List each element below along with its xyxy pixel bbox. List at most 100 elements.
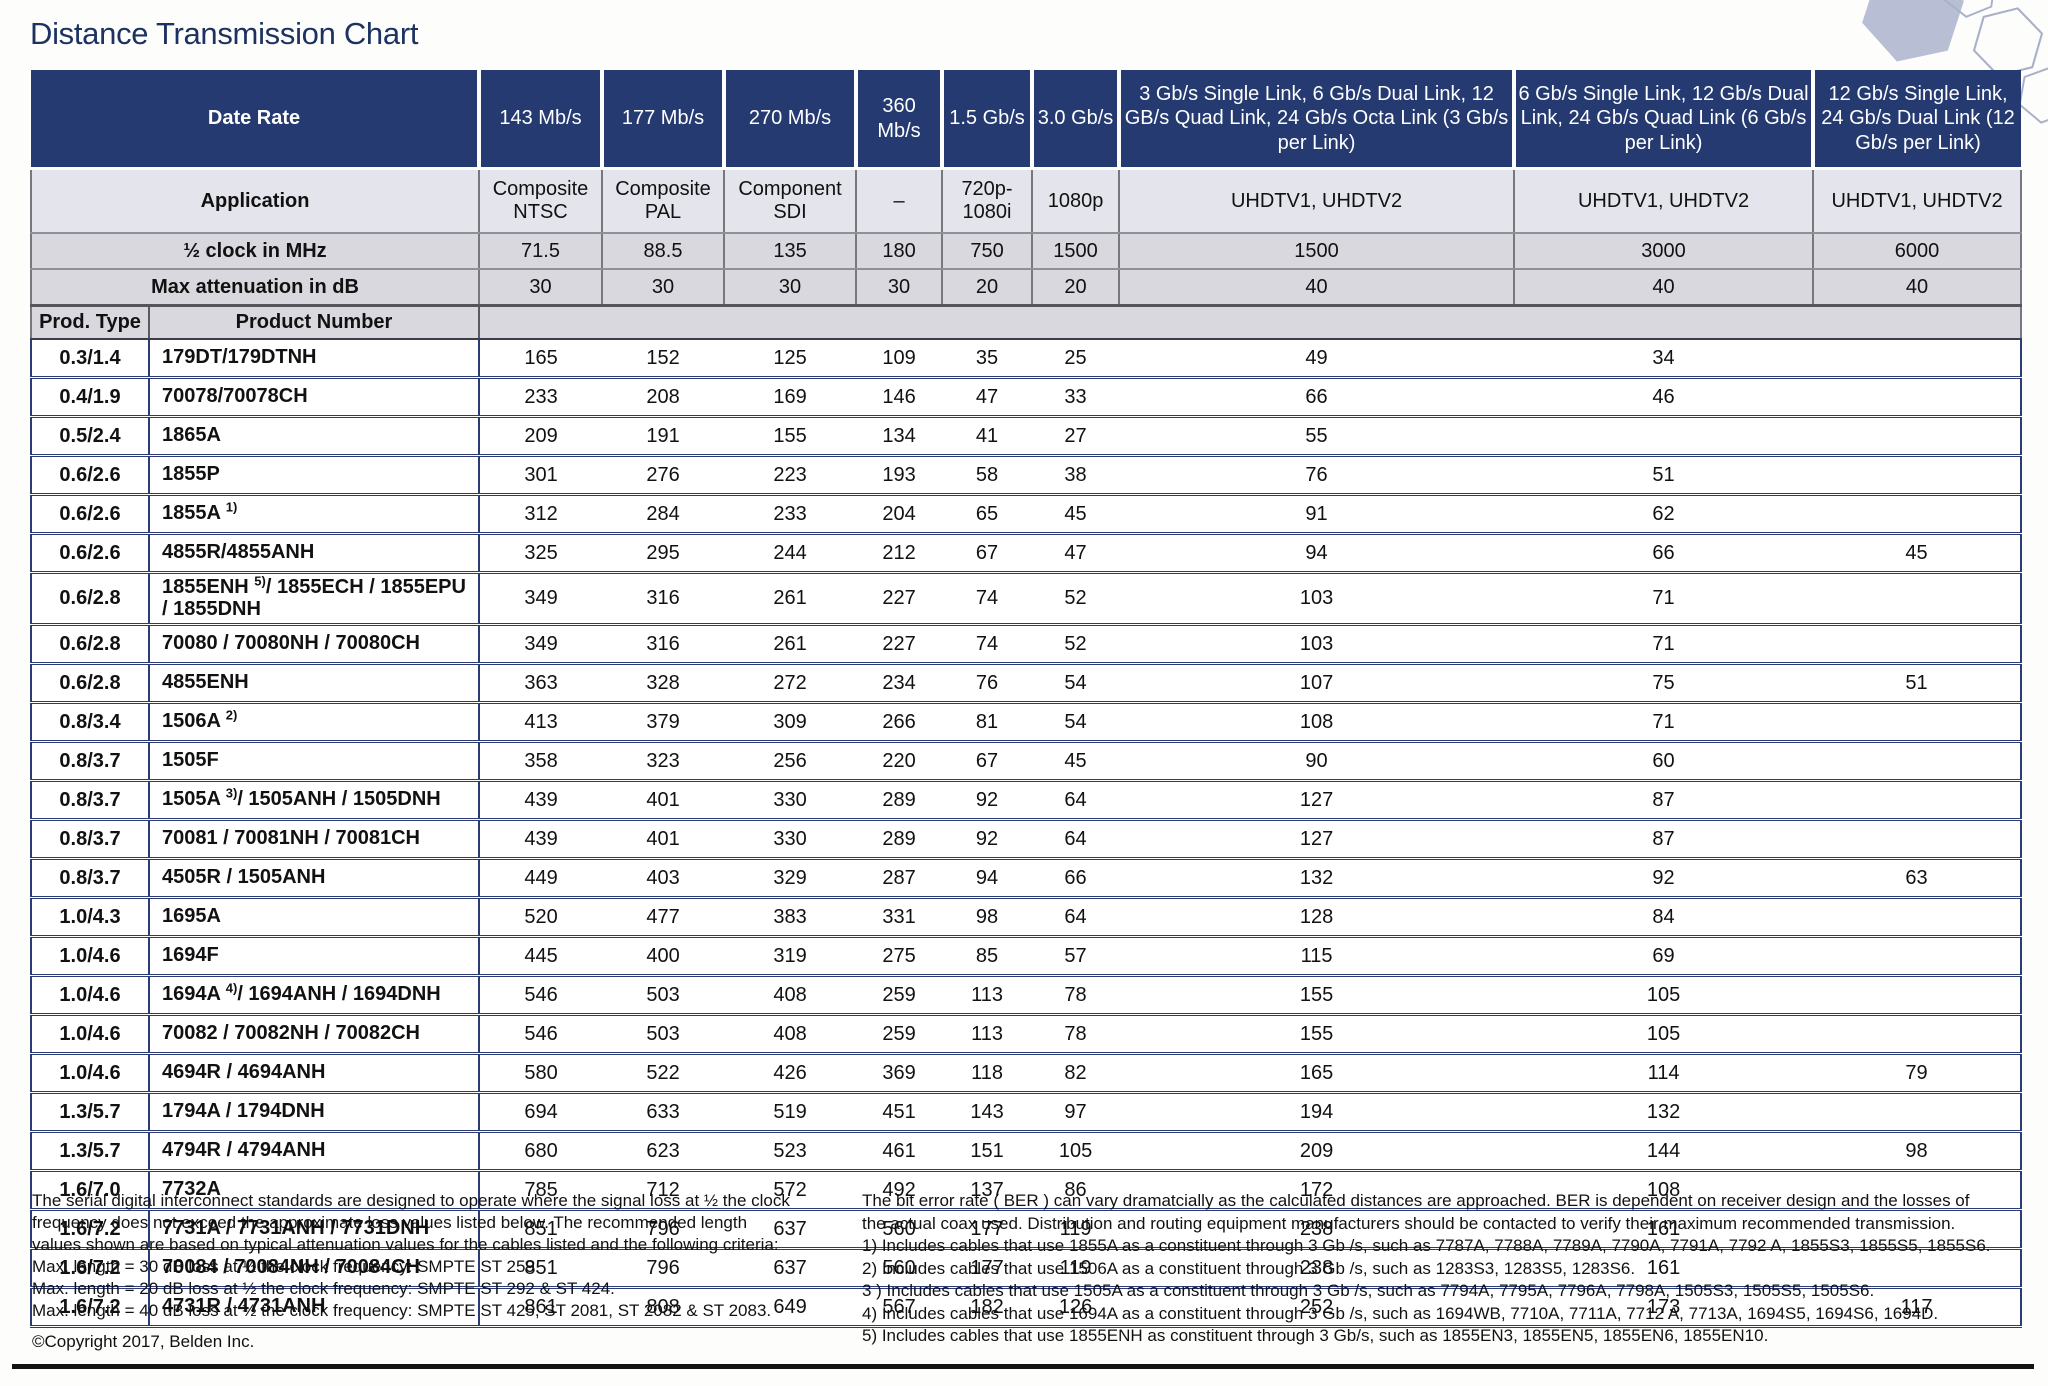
value-cell: 127 bbox=[1119, 780, 1515, 822]
value-cell: 328 bbox=[602, 663, 725, 705]
value-cell: 808 bbox=[602, 1287, 725, 1329]
value-cell: 363 bbox=[479, 663, 603, 705]
value-cell: 276 bbox=[602, 455, 725, 496]
value-cell: 94 bbox=[942, 858, 1033, 900]
prod-type-cell: 0.8/3.4 bbox=[30, 702, 150, 744]
value-cell: 64 bbox=[1032, 819, 1120, 861]
value-cell bbox=[1813, 741, 2023, 783]
value-cell: 126 bbox=[1032, 1287, 1120, 1329]
value-cell: 98 bbox=[942, 897, 1033, 939]
value-cell: 155 bbox=[724, 416, 857, 457]
attenuation-value-cell: 20 bbox=[941, 269, 1034, 307]
value-cell: 52 bbox=[1032, 572, 1120, 627]
clock-value-cell: 180 bbox=[855, 233, 944, 270]
attenuation-value-cell: 30 bbox=[855, 269, 944, 307]
value-cell: 209 bbox=[479, 416, 603, 457]
value-cell: 439 bbox=[479, 819, 603, 861]
value-cell bbox=[1813, 936, 2023, 978]
value-cell: 45 bbox=[1032, 494, 1120, 535]
value-cell: 369 bbox=[856, 1053, 943, 1095]
value-cell: 220 bbox=[856, 741, 943, 783]
value-cell: 165 bbox=[479, 339, 603, 379]
value-cell: 105 bbox=[1514, 1014, 1814, 1056]
value-cell: 57 bbox=[1032, 936, 1120, 978]
application-row: Application Composite NTSC Composite PAL C… bbox=[29, 168, 2023, 234]
copyright-notice: ©Copyright 2017, Belden Inc. bbox=[32, 1332, 255, 1351]
value-cell bbox=[1813, 975, 2023, 1017]
value-cell: 400 bbox=[602, 936, 725, 978]
footnote-line: 4) Includes cables that use 1694A as a c… bbox=[862, 1303, 1939, 1323]
attenuation-value-cell: 40 bbox=[1118, 269, 1516, 307]
value-cell: 97 bbox=[1032, 1092, 1120, 1134]
prod-type-cell: 0.8/3.7 bbox=[30, 858, 150, 900]
value-cell: 329 bbox=[724, 858, 857, 900]
value-cell: 152 bbox=[602, 339, 725, 379]
value-cell: 51 bbox=[1813, 663, 2023, 705]
value-cell: 155 bbox=[1119, 1014, 1515, 1056]
product-number-cell: 70078/70078CH bbox=[149, 377, 481, 418]
footnote-line: 2) Includes cables that use 1506A as a c… bbox=[862, 1258, 1636, 1278]
value-cell: 81 bbox=[942, 702, 1033, 744]
prod-type-cell: 0.6/2.6 bbox=[30, 533, 150, 574]
table-row: 0.8/3.4 1506A 2) 413 379 309 266 81 54 108 71 bbox=[30, 702, 2023, 744]
value-cell: 115 bbox=[1119, 936, 1515, 978]
value-cell: 67 bbox=[942, 741, 1033, 783]
application-cell: Component SDI bbox=[723, 168, 858, 234]
attenuation-value-cell: 30 bbox=[723, 269, 858, 307]
product-number-cell: 4794R / 4794ANH bbox=[149, 1131, 481, 1173]
value-cell: 62 bbox=[1514, 494, 1814, 535]
value-cell: 103 bbox=[1119, 624, 1515, 666]
table-row: 1.0/4.6 1694F 445 400 319 275 85 57 115 69 bbox=[30, 936, 2023, 978]
value-cell: 105 bbox=[1032, 1131, 1120, 1173]
value-cell: 560 bbox=[856, 1209, 943, 1251]
product-number-cell: 70082 / 70082NH / 70082CH bbox=[149, 1014, 481, 1056]
product-number-cell: 1694A 4)/ 1694ANH / 1694DNH bbox=[149, 975, 481, 1017]
prod-type-cell: 0.6/2.8 bbox=[30, 663, 150, 705]
attenuation-row: Max attenuation in dB 30 30 30 30 20 20 40 40 40 bbox=[29, 269, 2023, 307]
value-cell: 323 bbox=[602, 741, 725, 783]
table-row: 1.6/7.2 70084 / 70084NH / 70084CH 851 796 63… bbox=[30, 1248, 2023, 1290]
value-cell: 560 bbox=[856, 1248, 943, 1290]
attenuation-value-cell: 40 bbox=[1812, 269, 2023, 307]
value-cell: 119 bbox=[1032, 1209, 1120, 1251]
value-cell bbox=[1813, 494, 2023, 535]
value-cell: 408 bbox=[724, 975, 857, 1017]
value-cell: 63 bbox=[1813, 858, 2023, 900]
value-cell bbox=[1813, 624, 2023, 666]
value-cell bbox=[1813, 455, 2023, 496]
distance-transmission-table: Date Rate 143 Mb/s 177 Mb/s 270 Mb/s 360 Mb… bbox=[29, 70, 2023, 1329]
value-cell: 234 bbox=[856, 663, 943, 705]
value-cell: 461 bbox=[856, 1131, 943, 1173]
value-cell: 309 bbox=[724, 702, 857, 744]
application-cell: Composite NTSC bbox=[478, 168, 604, 234]
value-cell: 60 bbox=[1514, 741, 1814, 783]
value-cell: 94 bbox=[1119, 533, 1515, 574]
value-cell: 649 bbox=[724, 1287, 857, 1329]
value-cell: 330 bbox=[724, 819, 857, 861]
value-cell: 33 bbox=[1032, 377, 1120, 418]
product-number-cell: 7732A bbox=[149, 1170, 481, 1212]
value-cell: 266 bbox=[856, 702, 943, 744]
value-cell: 65 bbox=[942, 494, 1033, 535]
value-cell: 358 bbox=[479, 741, 603, 783]
table-row: 0.6/2.6 1855P 301 276 223 193 58 38 76 51 bbox=[30, 455, 2023, 496]
value-cell: 58 bbox=[942, 455, 1033, 496]
date-rate-label: Date Rate bbox=[31, 70, 480, 170]
product-number-cell: 1865A bbox=[149, 416, 481, 457]
table-row: 0.6/2.6 1855A 1) 312 284 233 204 65 45 91 62 bbox=[30, 494, 2023, 535]
value-cell: 165 bbox=[1119, 1053, 1515, 1095]
value-cell: 66 bbox=[1514, 533, 1814, 574]
product-number-cell: 7731A / 7731ANH / 7731DNH bbox=[149, 1209, 481, 1251]
value-cell: 191 bbox=[602, 416, 725, 457]
value-cell: 85 bbox=[942, 936, 1033, 978]
value-cell: 45 bbox=[1813, 533, 2023, 574]
product-number-cell: 1855A 1) bbox=[149, 494, 481, 535]
value-cell: 492 bbox=[856, 1170, 943, 1212]
value-cell: 401 bbox=[602, 819, 725, 861]
value-cell: 169 bbox=[724, 377, 857, 418]
clock-value-cell: 750 bbox=[941, 233, 1034, 270]
prod-type-cell: 1.0/4.6 bbox=[30, 936, 150, 978]
value-cell: 256 bbox=[724, 741, 857, 783]
value-cell: 259 bbox=[856, 1014, 943, 1056]
